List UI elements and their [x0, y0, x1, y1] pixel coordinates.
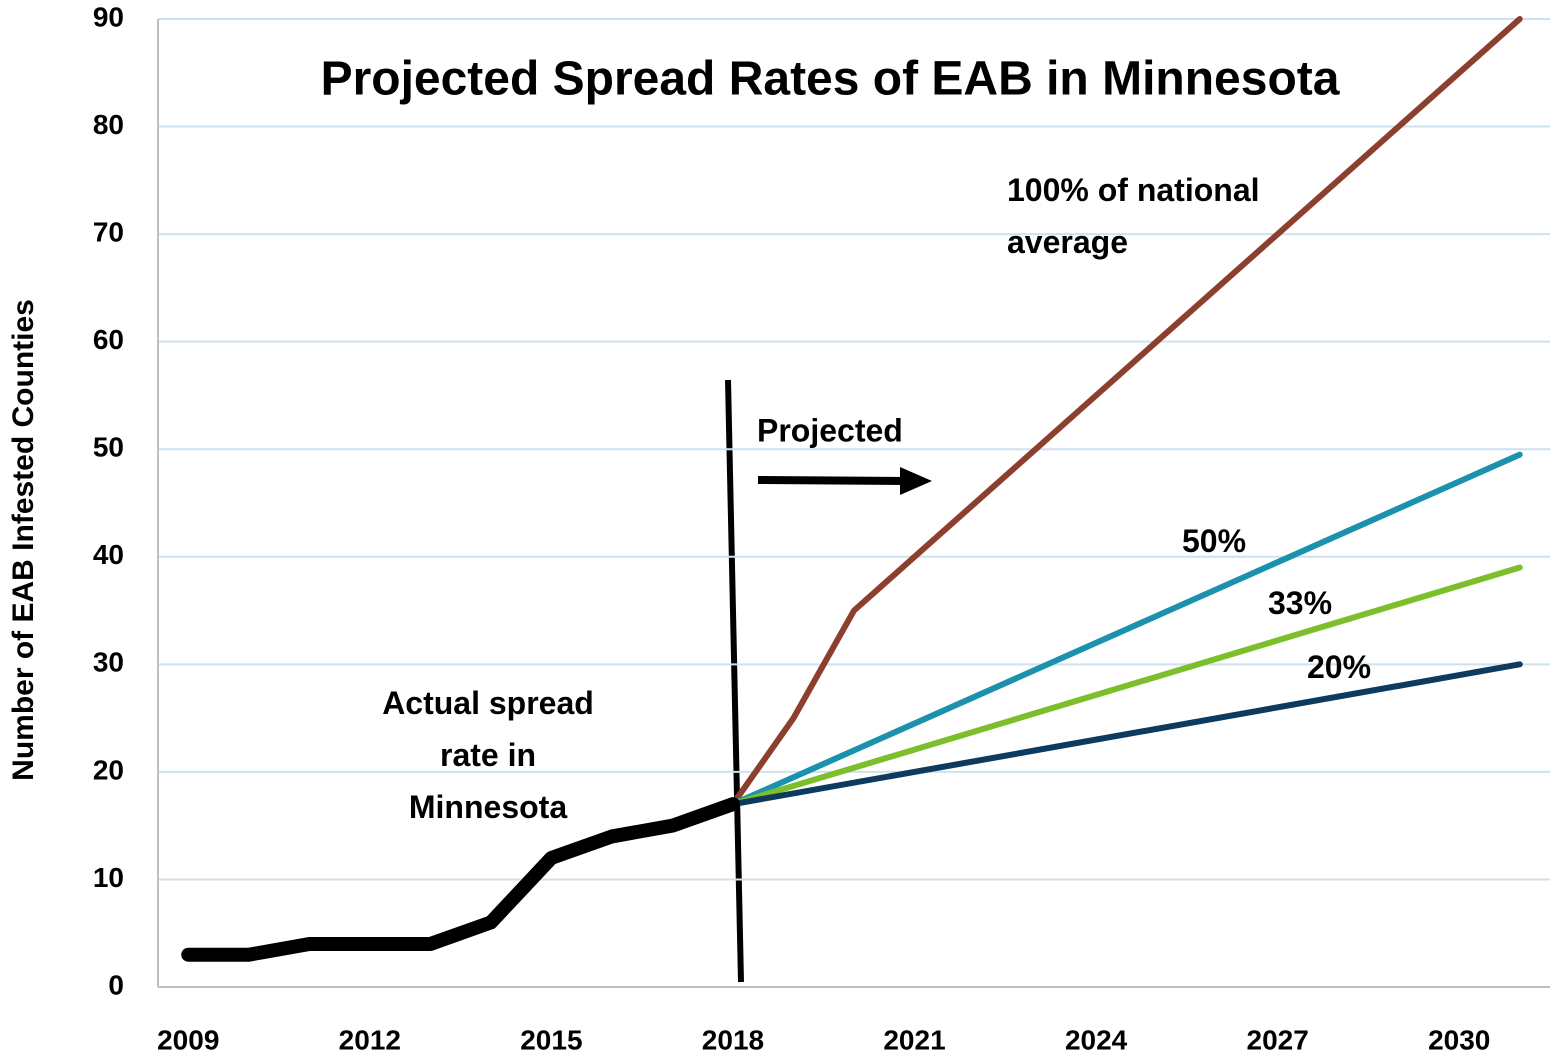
- series-label: 100% of national average: [1007, 172, 1260, 260]
- x-tick-label: 2030: [1428, 1024, 1490, 1055]
- x-tick-label: 2009: [157, 1024, 219, 1055]
- y-tick-label: 50: [93, 432, 124, 463]
- series-line: [729, 451, 1523, 808]
- x-tick-label: 2024: [1065, 1024, 1128, 1055]
- y-tick-label: 10: [93, 862, 124, 893]
- divider-line: [725, 379, 744, 983]
- y-tick-label: 30: [93, 647, 124, 678]
- arrow-shaft: [757, 476, 906, 485]
- series-label: Actual spread rate in Minnesota: [382, 685, 594, 825]
- y-tick-label: 80: [93, 109, 124, 140]
- annotation: Projected: [757, 412, 903, 448]
- series-line: [181, 797, 740, 962]
- y-axis-label: Number of EAB Infested Counties: [7, 299, 40, 781]
- y-tick-label: 40: [93, 539, 124, 570]
- y-tick-label: 70: [93, 217, 124, 248]
- series-line: [729, 16, 1523, 808]
- x-tick-label: 2018: [702, 1024, 764, 1055]
- y-tick-label: 0: [108, 969, 124, 1000]
- y-tick-label: 60: [93, 324, 124, 355]
- x-tick-label: 2015: [520, 1024, 582, 1055]
- series-line: [729, 661, 1523, 808]
- x-tick-label: 2012: [339, 1024, 401, 1055]
- series-line: [729, 564, 1523, 808]
- series-label: 20%: [1307, 649, 1372, 685]
- chart-title: Projected Spread Rates of EAB in Minneso…: [321, 53, 1340, 106]
- x-tick-label: 2021: [883, 1024, 945, 1055]
- series-label: 33%: [1268, 585, 1333, 621]
- y-tick-label: 20: [93, 754, 124, 785]
- arrow-head: [900, 467, 932, 495]
- y-tick-label: 90: [93, 1, 124, 32]
- series-label: 50%: [1182, 523, 1247, 559]
- x-tick-label: 2027: [1247, 1024, 1309, 1055]
